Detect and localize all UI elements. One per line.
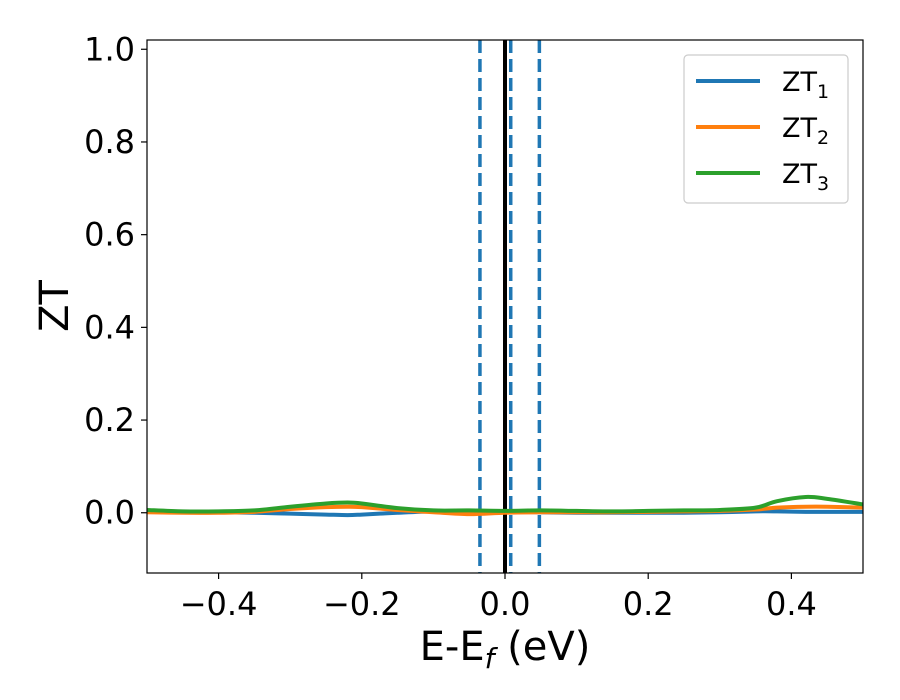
legend-label-main: ZT [782,159,817,190]
x-tick-label: 0.2 [623,585,674,623]
x-axis-title-rest: (eV) [494,624,590,670]
x-axis-ticks: −0.4 −0.2 0.0 0.2 0.4 [180,573,817,623]
legend-label-main: ZT [782,113,817,144]
legend-label-3: ZT3 [782,159,829,195]
x-tick-label: −0.2 [323,585,401,623]
series-line-3 [147,494,863,514]
y-tick-label: 0.4 [84,308,135,346]
x-axis-title-main: E-E [420,624,485,670]
legend-label-sub: 1 [817,81,829,103]
x-tick-label: −0.4 [180,585,258,623]
legend-label-main: ZT [782,67,817,98]
y-tick-label: 0.2 [84,401,135,439]
x-tick-label: 0.0 [480,585,531,623]
legend-label-1: ZT1 [782,67,829,103]
x-tick-label: 0.4 [766,585,817,623]
legend-label-sub: 3 [817,173,829,195]
x-axis-title: E-Ef (eV) [420,624,591,675]
series-lines [147,494,863,518]
y-tick-label: 1.0 [84,30,135,68]
y-tick-label: 0.8 [84,123,135,161]
y-tick-label: 0.6 [84,216,135,254]
y-axis-ticks: 0.0 0.2 0.4 0.6 0.8 1.0 [84,30,147,532]
reference-lines [478,40,542,573]
y-tick-label: 0.0 [84,494,135,532]
y-axis-title: ZT [32,280,78,332]
legend-box [683,54,849,204]
legend-label-sub: 2 [817,127,829,149]
legend-label-2: ZT2 [782,113,829,149]
